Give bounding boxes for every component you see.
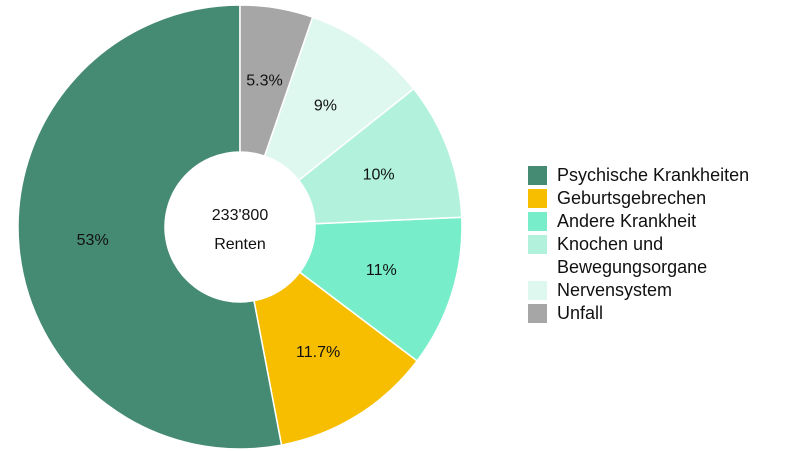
legend-label: Nervensystem bbox=[557, 280, 673, 300]
legend-label: Knochen und Bewegungsorgane bbox=[557, 234, 708, 277]
slice bbox=[239, 4, 314, 158]
legend-item: Unfall bbox=[528, 302, 800, 325]
legend-label: Geburtsgebrechen bbox=[557, 188, 707, 208]
legend-label: Unfall bbox=[557, 303, 604, 323]
legend-swatch bbox=[528, 212, 547, 231]
legend-swatch bbox=[528, 189, 547, 208]
legend-swatch bbox=[528, 235, 547, 254]
slice bbox=[17, 4, 283, 450]
data-label: 11.7% bbox=[296, 344, 340, 361]
slice bbox=[253, 271, 419, 446]
data-label: 11% bbox=[366, 262, 397, 279]
legend: Psychische Krankheiten Geburtsgebrechen An… bbox=[528, 164, 800, 325]
slice bbox=[297, 87, 463, 225]
legend-swatch bbox=[528, 281, 547, 300]
legend-item: Knochen und Bewegungsorgane bbox=[528, 233, 800, 279]
legend-label: Psychische Krankheiten bbox=[557, 165, 750, 185]
legend-label: Andere Krankheit bbox=[557, 211, 697, 231]
center-label: Renten bbox=[214, 236, 266, 253]
legend-swatch bbox=[528, 304, 547, 323]
donut: 233'800 Renten 5.3% 9% 10% 11% 11.7% 53% bbox=[17, 4, 463, 450]
data-label: 9% bbox=[314, 97, 337, 114]
slice bbox=[263, 16, 415, 182]
data-label: 5.3% bbox=[246, 72, 282, 89]
slice bbox=[298, 216, 463, 362]
center-value: 233'800 bbox=[212, 207, 269, 224]
legend-item: Psychische Krankheiten bbox=[528, 164, 800, 187]
data-label: 10% bbox=[363, 166, 395, 183]
legend-item: Nervensystem bbox=[528, 279, 800, 302]
legend-item: Andere Krankheit bbox=[528, 210, 800, 233]
legend-item: Geburtsgebrechen bbox=[528, 187, 800, 210]
legend-swatch bbox=[528, 166, 547, 185]
data-label: 53% bbox=[77, 232, 109, 249]
